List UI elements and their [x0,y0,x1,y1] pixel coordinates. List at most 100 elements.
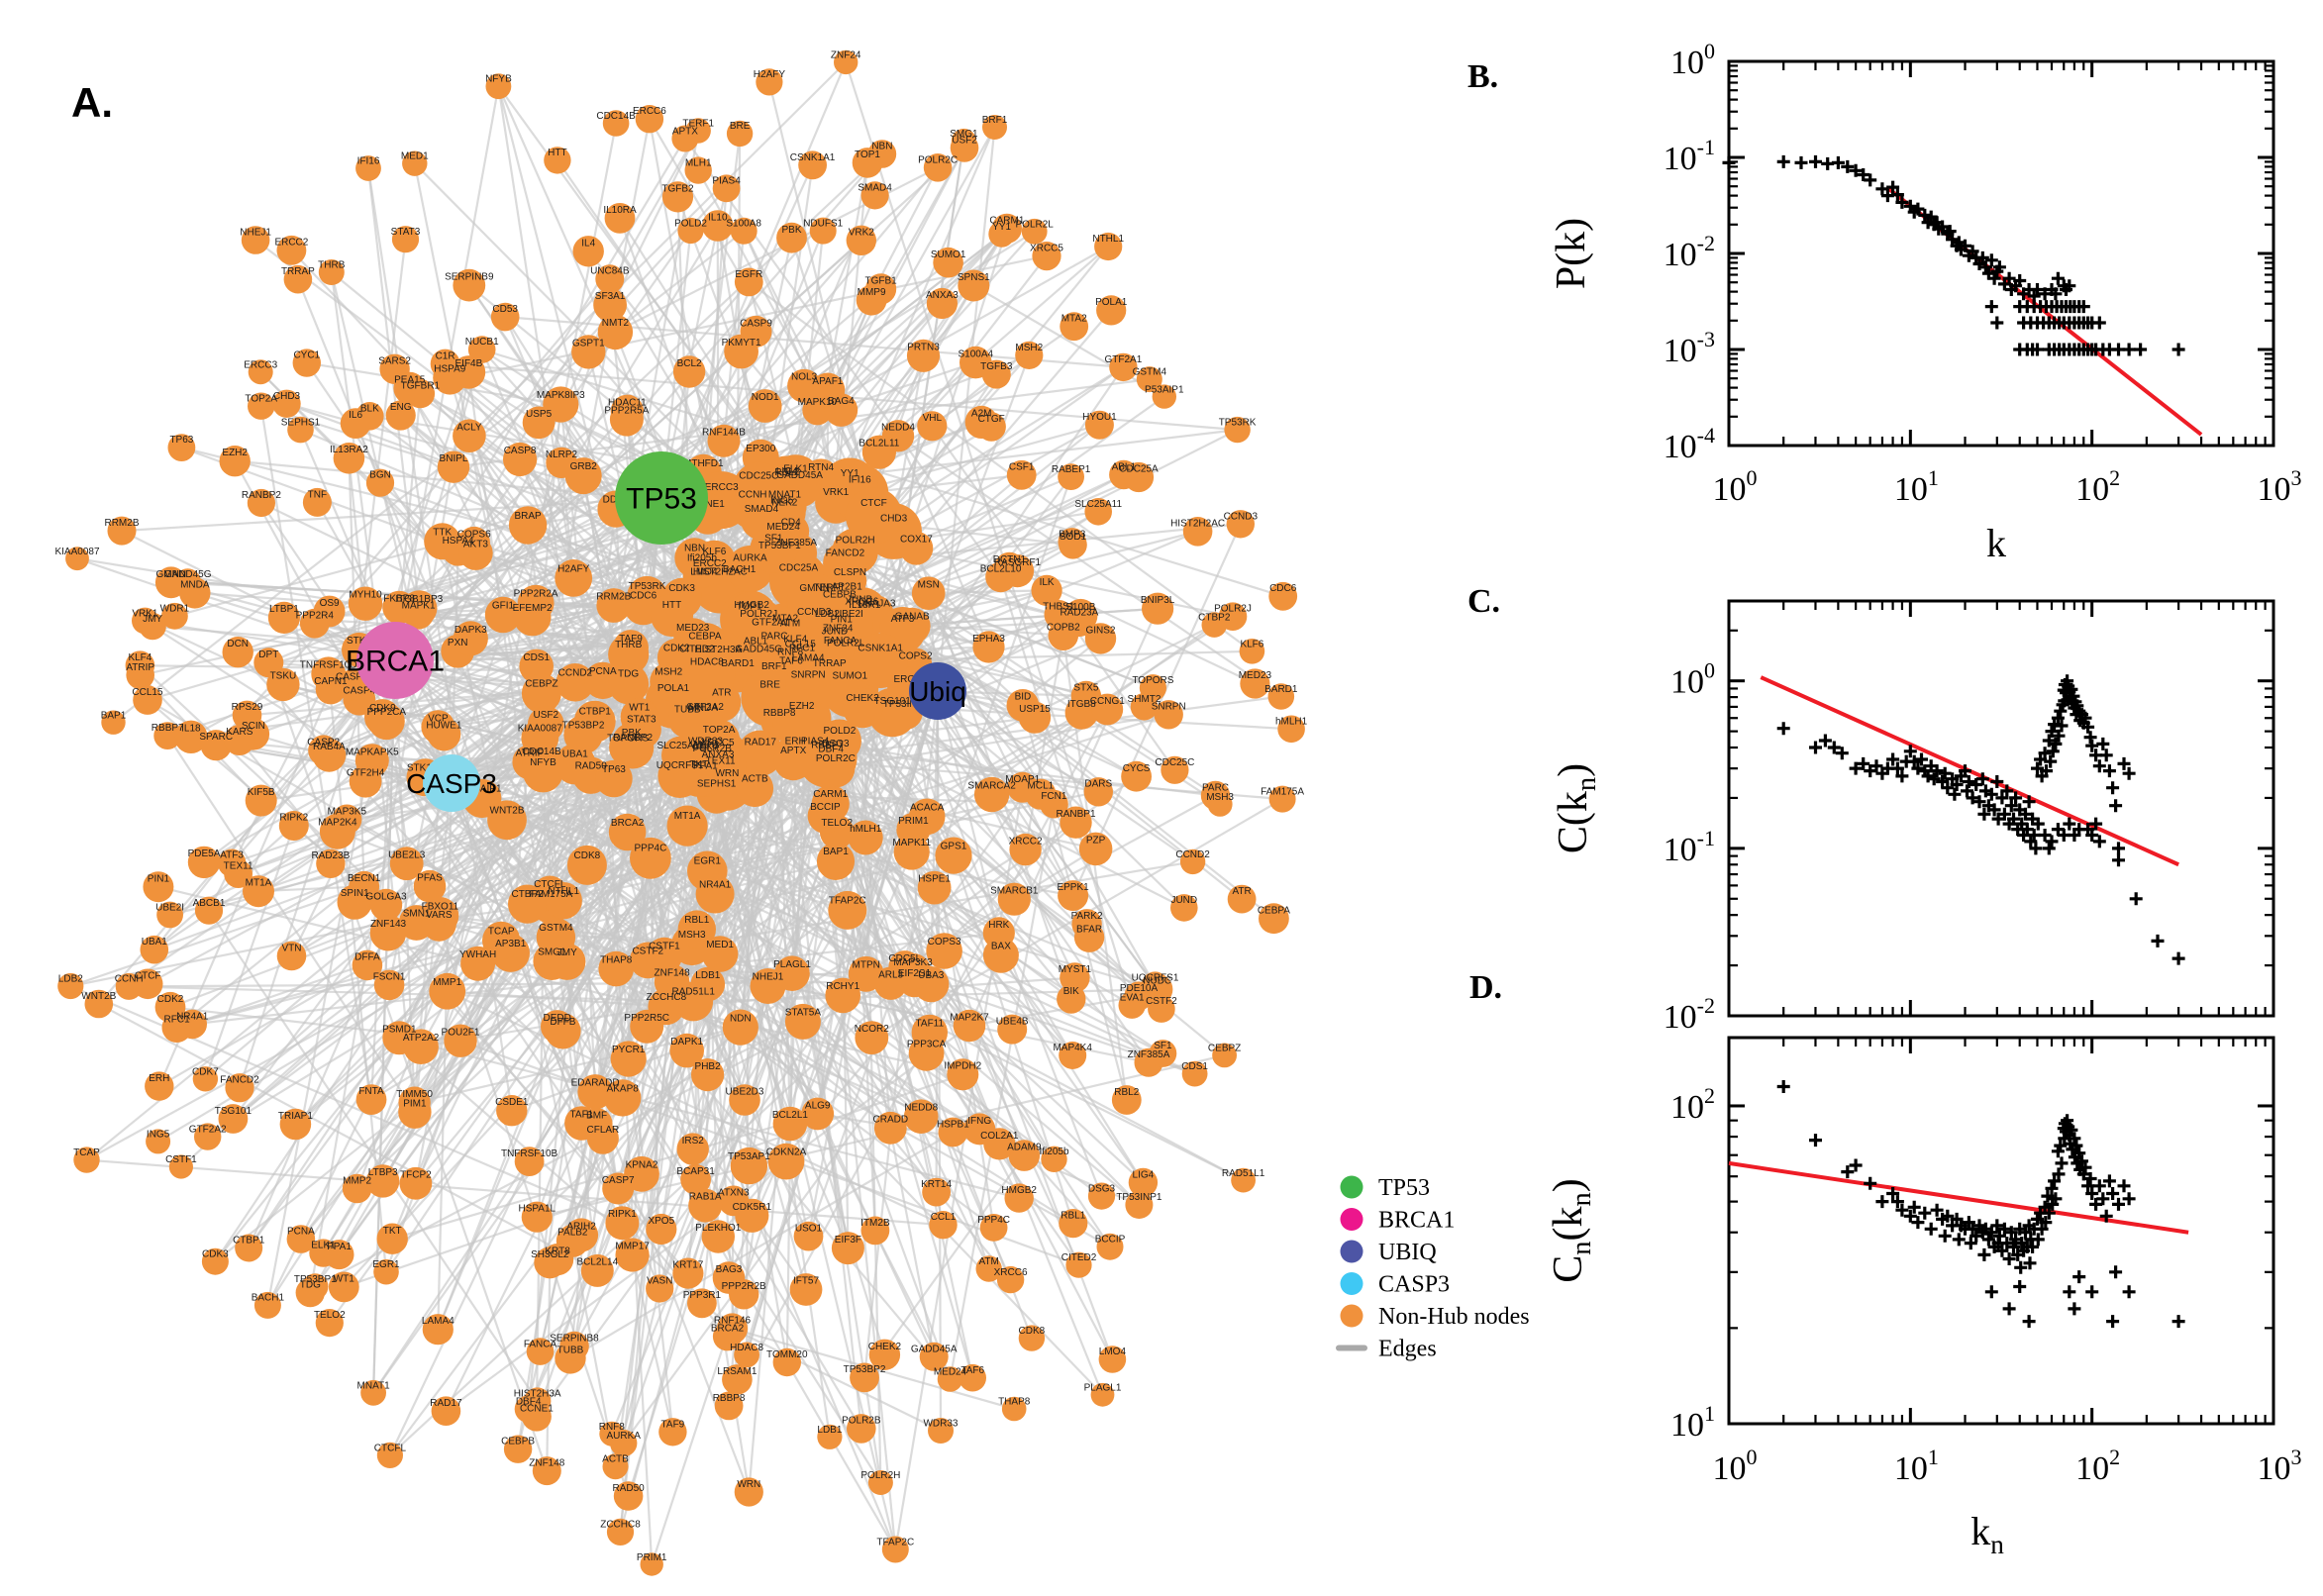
network-node[interactable] [248,392,275,420]
network-node[interactable] [536,918,576,957]
network-node[interactable] [666,805,708,847]
network-node[interactable] [671,125,699,152]
network-node[interactable] [559,1331,589,1361]
network-node[interactable] [681,548,723,588]
network-node[interactable] [402,150,428,176]
network-node[interactable] [1267,683,1295,710]
network-node[interactable] [1181,1060,1208,1087]
network-node[interactable] [1018,1325,1046,1351]
network-node[interactable] [852,148,883,178]
network-node[interactable] [911,576,946,610]
network-node[interactable] [278,811,309,841]
network-node[interactable] [319,813,355,849]
network-node[interactable] [1006,689,1040,722]
network-node[interactable] [903,1099,939,1134]
network-node[interactable] [393,371,427,405]
network-node[interactable] [767,1143,805,1180]
network-node[interactable] [1179,848,1206,875]
network-node[interactable] [894,952,932,990]
network-node[interactable] [657,753,702,798]
network-node[interactable] [736,769,774,808]
network-node[interactable] [608,663,650,705]
network-node[interactable] [194,1123,222,1150]
network-node[interactable] [272,389,301,418]
network-node[interactable] [1060,312,1089,342]
network-node[interactable] [789,1273,823,1306]
network-node[interactable] [146,1129,171,1154]
network-node[interactable] [224,725,255,755]
network-node[interactable] [950,134,979,162]
network-node[interactable] [153,722,182,749]
network-node[interactable] [287,416,314,444]
network-node[interactable] [605,1206,640,1241]
network-node[interactable] [722,1009,758,1046]
network-node[interactable] [523,751,563,793]
network-node[interactable] [218,1104,249,1134]
network-node[interactable] [340,408,371,439]
network-node[interactable] [1259,903,1289,935]
network-node[interactable] [1084,498,1112,526]
network-node[interactable] [687,850,728,892]
network-node[interactable] [959,1363,986,1392]
network-node[interactable] [734,267,763,297]
network-node[interactable] [399,1166,433,1200]
network-node[interactable] [730,1147,768,1185]
network-node[interactable] [911,1014,948,1051]
network-node[interactable] [161,602,188,630]
hub-node-ubiq[interactable] [909,662,966,720]
network-node[interactable] [1009,833,1042,866]
network-node[interactable] [756,68,783,96]
network-node[interactable] [1071,909,1102,940]
network-node[interactable] [168,1154,193,1179]
network-node[interactable] [737,730,783,776]
network-node[interactable] [846,225,876,255]
network-node[interactable] [276,941,307,971]
network-node[interactable] [365,468,395,497]
network-node[interactable] [508,884,548,924]
network-node[interactable] [140,935,169,964]
network-node[interactable] [602,1453,629,1480]
network-node[interactable] [107,516,137,546]
network-node[interactable] [1231,1167,1256,1193]
network-node[interactable] [1059,1042,1087,1069]
network-node[interactable] [1149,1040,1177,1067]
network-node[interactable] [1058,463,1084,490]
network-node[interactable] [817,719,861,763]
network-node[interactable] [225,1073,254,1103]
network-node[interactable] [748,389,782,423]
network-node[interactable] [200,730,232,761]
network-node[interactable] [125,650,155,680]
network-node[interactable] [1032,242,1061,271]
network-node[interactable] [266,667,300,702]
network-node[interactable] [308,735,340,766]
network-node[interactable] [1015,341,1044,369]
network-node[interactable] [544,147,571,174]
network-node[interactable] [868,1339,901,1371]
network-node[interactable] [580,1253,614,1287]
network-node[interactable] [385,400,416,431]
network-node[interactable] [1124,981,1154,1011]
network-node[interactable] [926,933,962,969]
network-node[interactable] [1094,232,1123,261]
network-node[interactable] [376,1442,403,1468]
network-node[interactable] [1006,459,1037,490]
network-node[interactable] [482,921,521,960]
network-node[interactable] [597,314,634,350]
network-node[interactable] [773,741,814,781]
network-node[interactable] [101,710,126,735]
network-node[interactable] [712,1261,746,1294]
network-node[interactable] [1218,602,1248,631]
network-node[interactable] [243,875,274,908]
network-node[interactable] [302,487,332,517]
network-node[interactable] [1128,1167,1159,1198]
network-node[interactable] [801,1097,835,1131]
network-node[interactable] [541,1010,574,1044]
network-node[interactable] [848,820,883,855]
network-node[interactable] [542,1244,574,1276]
network-node[interactable] [596,588,632,623]
network-node[interactable] [784,1003,821,1040]
network-node[interactable] [953,1009,986,1043]
network-node[interactable] [997,882,1031,916]
network-node[interactable] [860,181,889,210]
network-node[interactable] [413,869,447,903]
